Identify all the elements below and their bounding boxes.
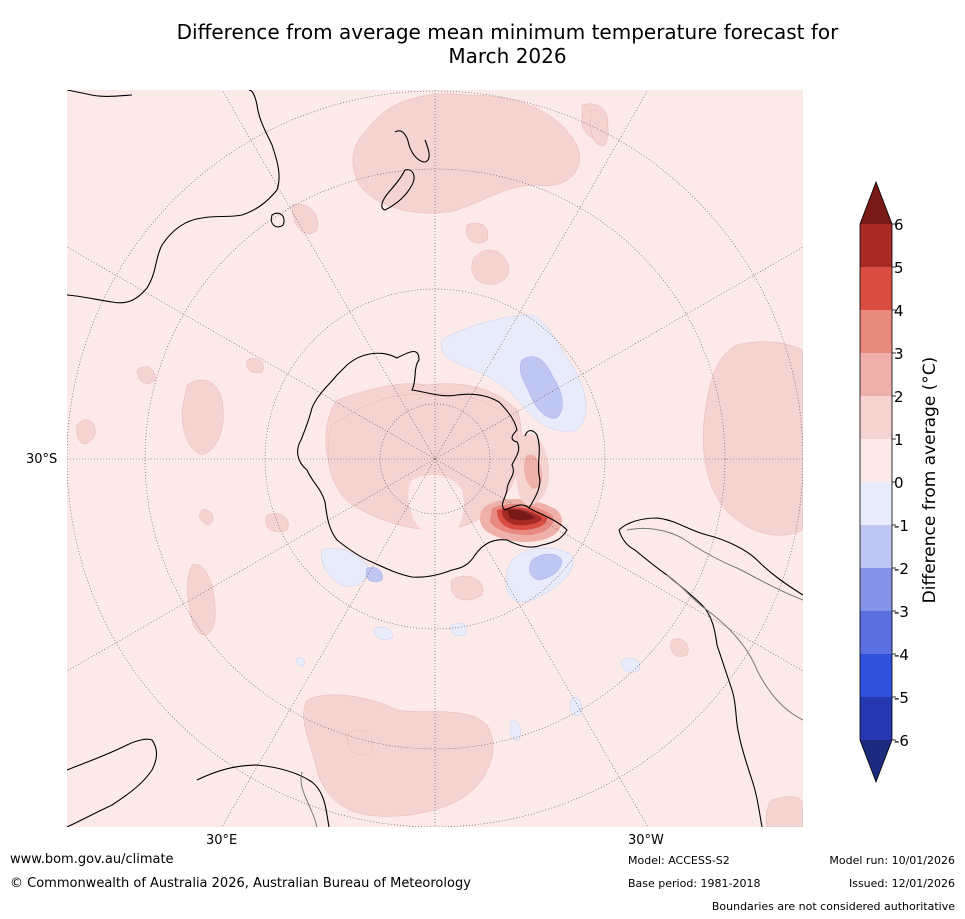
chart-title: Difference from average mean minimum tem…	[60, 20, 955, 68]
colorbar-tick-label: -4	[894, 646, 909, 664]
colorbar-band-b3_4	[860, 310, 892, 353]
colorbar-tick-label: -2	[894, 560, 909, 578]
forecast-map	[67, 90, 803, 827]
new-zealand-coast	[381, 130, 430, 211]
footer-base-period: Base period: 1981-2018	[628, 877, 761, 890]
title-line-1: Difference from average mean minimum tem…	[176, 20, 839, 44]
lon-label-30w: 30°W	[628, 833, 664, 848]
antarctica-coast	[297, 350, 568, 578]
colorbar: 6 5 4 3 2 1 0 -1 -2 -3 -4 -5 -6 Difference from aver…	[859, 180, 940, 784]
colorbar-band-b0_1	[860, 439, 892, 482]
south-america-coast	[618, 517, 803, 827]
colorbar-tick-label: -1	[894, 517, 909, 535]
warm-anomaly-peninsula	[479, 434, 562, 542]
colorbar-tick-label: 0	[894, 474, 904, 492]
graticule	[67, 90, 803, 827]
colorbar-tick-label: -6	[894, 732, 909, 750]
australia-south-coast	[67, 90, 133, 97]
colorbar-tick-label: 6	[894, 216, 904, 234]
colorbar-band-b5_6	[860, 224, 892, 267]
colorbar-band-b1_2	[860, 396, 892, 439]
lat-label-30s: 30°S	[26, 452, 58, 467]
colorbar-label: Difference from average (°C)	[920, 357, 940, 604]
footer-disclaimer: Boundaries are not considered authoritat…	[711, 900, 955, 913]
colorbar-band-bm5_m4	[860, 654, 892, 697]
colorbar-bands	[859, 180, 893, 784]
colorbar-tick-label: -5	[894, 689, 909, 707]
colorbar-band-bm2_m1	[860, 525, 892, 568]
colorbar-tick-label: -3	[894, 603, 909, 621]
colorbar-band-bm6_m5	[860, 697, 892, 740]
antarctic-gap	[408, 474, 464, 539]
tasmania-coast	[270, 212, 285, 228]
colorbar-tick-label: 4	[894, 302, 904, 320]
coastlines	[67, 90, 803, 827]
colorbar-tick-label: 1	[894, 431, 904, 449]
australia-coast	[67, 90, 280, 304]
colorbar-min-arrow	[860, 740, 892, 782]
colorbar-tick-label: 3	[894, 345, 904, 363]
africa-coast	[67, 738, 158, 827]
colorbar-tick-label: 5	[894, 259, 904, 277]
colorbar-band-b4_5	[860, 267, 892, 310]
footer-copyright: © Commonwealth of Australia 2026, Austra…	[10, 876, 471, 891]
peninsula-coast	[524, 430, 541, 509]
lon-label-30e: 30°E	[206, 833, 238, 848]
colorbar-tick-label: 2	[894, 388, 904, 406]
title-line-2: March 2026	[448, 44, 567, 68]
political-boundaries	[300, 527, 803, 827]
colorbar-band-bm4_m3	[860, 611, 892, 654]
antarctic-anomaly	[327, 393, 520, 531]
footer-model: Model: ACCESS-S2	[628, 854, 730, 867]
colorbar-ticks: 6 5 4 3 2 1 0 -1 -2 -3 -4 -5 -6	[892, 216, 909, 750]
colorbar-band-b2_3	[860, 353, 892, 396]
footer-website: www.bom.gov.au/climate	[10, 852, 174, 867]
colorbar-max-arrow	[860, 182, 892, 224]
footer-model-run: Model run: 10/01/2026	[829, 854, 955, 867]
southern-africa-coast	[196, 764, 330, 827]
footer-issued: Issued: 12/01/2026	[848, 877, 955, 890]
colorbar-band-bm3_m2	[860, 568, 892, 611]
colorbar-band-bm1_0	[860, 482, 892, 525]
